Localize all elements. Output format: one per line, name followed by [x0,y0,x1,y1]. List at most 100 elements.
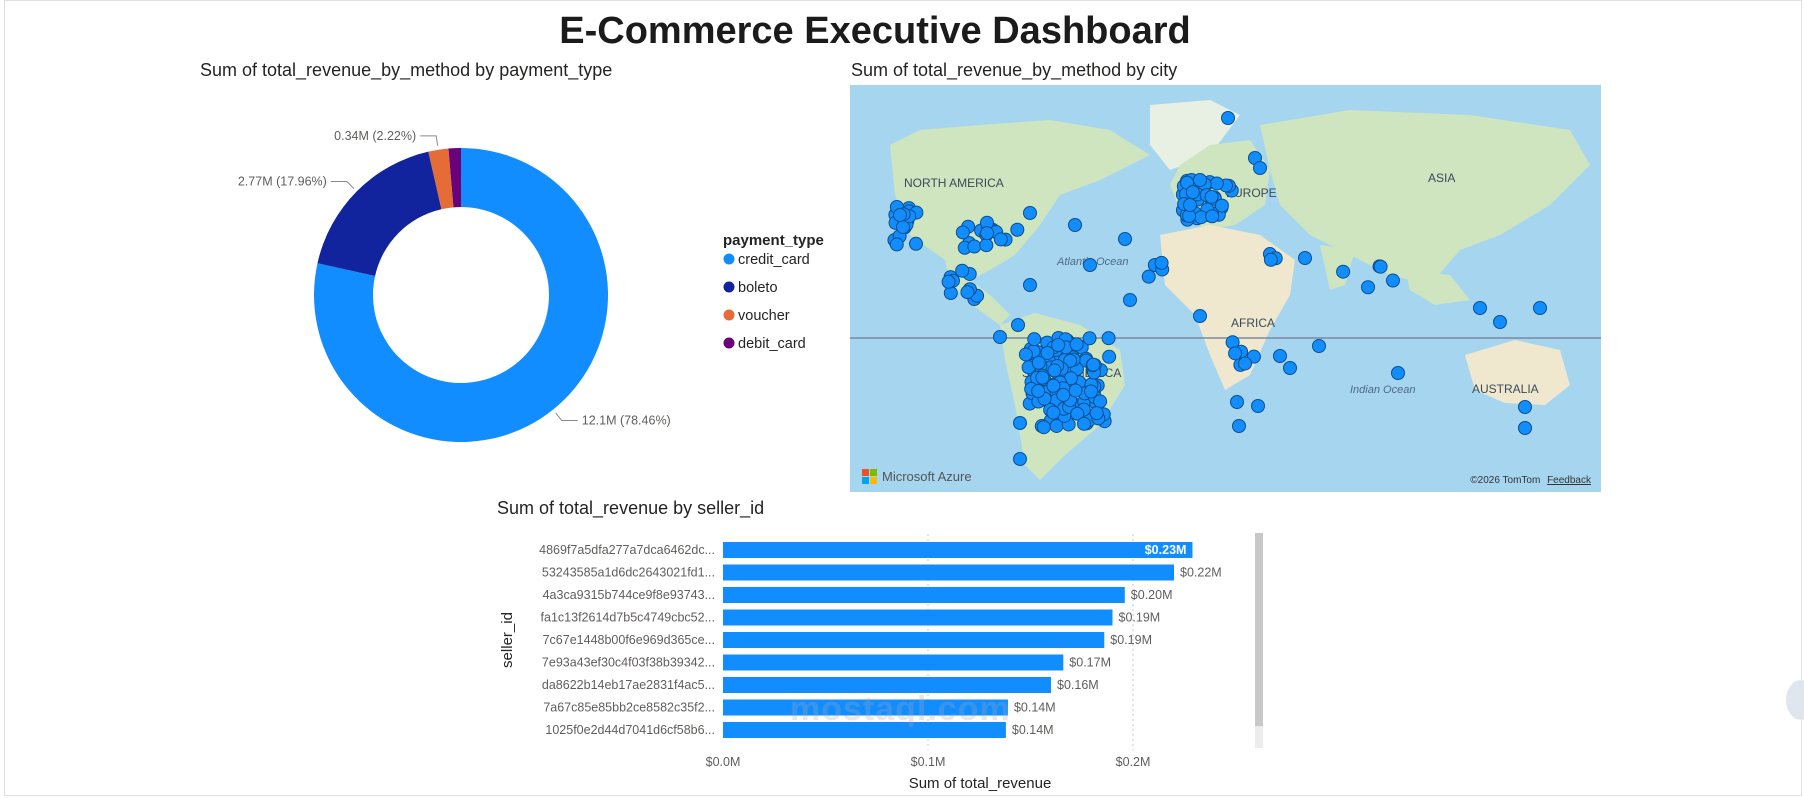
city-bubble[interactable] [1082,331,1097,346]
city-bubble[interactable] [993,232,1008,247]
city-bubble[interactable] [1086,357,1101,372]
city-bubble[interactable] [955,225,970,240]
city-bubble[interactable] [1533,301,1547,315]
city-bubble[interactable] [1036,420,1051,435]
city-bubble[interactable] [893,208,907,222]
city-bubble[interactable] [889,237,904,252]
city-bubble[interactable] [1089,406,1104,421]
legend-item-debit-card[interactable]: debit_card [723,336,806,352]
city-bubble[interactable] [980,226,995,241]
city-bubble[interactable] [1031,355,1046,370]
city-bubble[interactable] [1141,269,1156,284]
city-bubble[interactable] [1251,399,1265,413]
city-bubble[interactable] [979,238,994,253]
city-bubble[interactable] [1046,405,1061,420]
city-bubble[interactable] [1063,353,1078,368]
feedback-link[interactable]: Feedback [1547,475,1591,486]
donut-slice-debit-card[interactable] [448,148,461,208]
city-bubble[interactable] [1204,189,1219,204]
city-bubble[interactable] [1011,318,1025,332]
city-bubble[interactable] [1051,338,1066,353]
city-bubble[interactable] [955,263,970,278]
city-bubble[interactable] [1298,251,1312,265]
city-bubble[interactable] [1385,273,1400,288]
seller-bar[interactable] [723,542,1193,558]
city-bubble[interactable] [1040,345,1055,360]
city-bubble[interactable] [1023,206,1037,220]
city-bubble[interactable] [1232,419,1246,433]
city-bubble[interactable] [941,274,956,289]
seller-bar[interactable] [723,722,1006,738]
side-panel-toggle-button[interactable] [1786,680,1804,720]
city-bubble[interactable] [1228,346,1243,361]
city-bubble[interactable] [1123,293,1137,307]
seller-bar[interactable] [723,587,1125,603]
city-bubble[interactable] [1068,383,1083,398]
city-bubble[interactable] [1069,337,1084,352]
city-bubble[interactable] [1183,198,1197,212]
city-bubble[interactable] [1102,349,1117,364]
donut-slice-boleto[interactable] [317,151,442,276]
city-bubble[interactable] [1193,173,1207,187]
city-bubble[interactable] [1046,378,1061,393]
seller-bar-chart[interactable]: 4869f7a5dfa277a7dca6462dc... 53243585a1d6… [480,528,1260,798]
city-bubble[interactable] [960,285,975,300]
city-bubble[interactable] [1027,332,1042,347]
city-bubble[interactable] [1473,301,1487,315]
city-bubble[interactable] [943,285,958,300]
city-bubble[interactable] [1214,198,1229,213]
legend-item-voucher[interactable]: voucher [723,308,790,324]
city-bubble[interactable] [1154,255,1169,270]
city-bubble[interactable] [1185,185,1200,200]
seller-bar[interactable] [723,564,1174,581]
city-map[interactable]: NORTH AMERICA EUROPE ASIA Atlantic Ocean AFR… [850,85,1601,492]
city-bubble[interactable] [1391,366,1405,380]
city-bubble[interactable] [1221,111,1235,125]
seller-bar[interactable] [723,677,1051,693]
city-bubble[interactable] [1205,209,1220,224]
city-bubble[interactable] [1084,384,1099,399]
donut-slice-voucher[interactable] [428,148,454,210]
city-bubble[interactable] [1013,452,1027,466]
city-bubble[interactable] [1101,331,1116,346]
city-bubble[interactable] [1336,264,1351,279]
city-bubble[interactable] [1035,370,1050,385]
city-bubble[interactable] [993,330,1007,344]
legend-item-boleto[interactable]: boleto [723,280,778,296]
city-bubble[interactable] [1010,222,1025,237]
seller-bar[interactable] [723,609,1113,626]
city-bubble[interactable] [1077,416,1092,431]
seller-bar[interactable] [723,699,1008,716]
city-bubble[interactable] [1013,416,1027,430]
city-bubble[interactable] [1518,400,1532,414]
city-bubble[interactable] [1263,252,1278,267]
seller-bar[interactable] [723,632,1105,648]
legend-item-credit-card[interactable]: credit_card [723,252,810,268]
city-bubble[interactable] [1031,384,1046,399]
city-bubble[interactable] [1493,315,1507,329]
city-bubble[interactable] [1312,339,1326,353]
city-bubble[interactable] [908,236,923,251]
city-bubble[interactable] [1056,387,1071,402]
city-bubble[interactable] [1018,347,1033,362]
city-bubble[interactable] [1083,258,1097,272]
donut-chart[interactable]: 12.1M (78.46%) 2.77M (17.96%) 0.34M (2.22%… [0,90,850,490]
city-bubble[interactable] [1209,176,1224,191]
city-bubble[interactable] [1023,278,1037,292]
city-bubble[interactable] [1253,161,1267,175]
city-bubble[interactable] [967,239,982,254]
city-bubble[interactable] [1047,363,1062,378]
city-bubble[interactable] [1283,361,1297,375]
city-bubble[interactable] [1070,406,1085,421]
donut-slice-credit-card[interactable] [314,148,608,442]
city-bubble[interactable] [1273,349,1287,363]
seller-bar[interactable] [723,654,1064,671]
city-bubble[interactable] [1118,232,1132,246]
city-bubble[interactable] [1238,356,1253,371]
city-bubble[interactable] [1068,218,1082,232]
city-bubble[interactable] [1193,309,1207,323]
city-bubble[interactable] [1361,280,1376,295]
city-bubble[interactable] [1230,395,1244,409]
bar-scroll-thumb[interactable] [1255,533,1263,726]
city-bubble[interactable] [1518,421,1532,435]
